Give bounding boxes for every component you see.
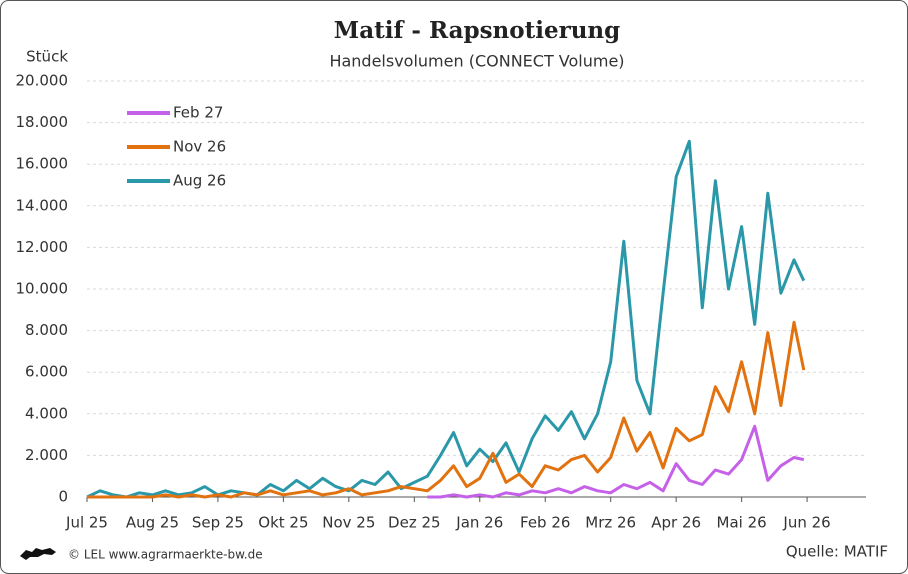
x-tick-label: Aug 25 — [126, 514, 179, 532]
x-tick-label: Apr 26 — [651, 514, 701, 532]
x-tick-label: Okt 25 — [258, 514, 308, 532]
y-tick-label: 2.000 — [25, 446, 68, 464]
y-tick-label: 10.000 — [16, 280, 69, 298]
x-tick-label: Jun 26 — [782, 514, 830, 532]
x-tick-label: Jul 25 — [65, 514, 108, 532]
x-tick-label: Mrz 26 — [585, 514, 636, 532]
data-line — [86, 139, 806, 499]
y-tick-label: 14.000 — [16, 196, 69, 214]
data-line — [87, 320, 806, 499]
y-tick-label: 18.000 — [16, 113, 69, 131]
x-tick-label: Sep 25 — [192, 514, 244, 532]
x-tick-label: Jan 26 — [455, 514, 503, 532]
footer: © LEL www.agrarmaerkte-bw.de — [68, 548, 263, 562]
y-tick-label: 6.000 — [25, 363, 68, 381]
data-line — [427, 424, 805, 499]
y-tick-label: 16.000 — [16, 155, 69, 173]
source: Quelle: MATIF — [786, 543, 888, 561]
chart-title: Matif - Rapsnotierung — [334, 17, 620, 44]
y-axis-label: Stück — [26, 48, 68, 66]
x-tick-label: Dez 25 — [388, 514, 441, 532]
legend-label: Feb 27 — [173, 104, 223, 122]
y-tick-label: 20.000 — [16, 72, 69, 90]
x-tick-label: Feb 26 — [520, 514, 570, 532]
y-tick-label: 12.000 — [16, 238, 69, 256]
y-tick-label: 8.000 — [25, 321, 68, 339]
logo — [20, 548, 56, 560]
chart-subtitle: Handelsvolumen (CONNECT Volume) — [329, 52, 624, 71]
y-tick-label: 4.000 — [25, 404, 68, 422]
legend-label: Nov 26 — [173, 138, 226, 156]
y-tick-label: 0 — [58, 488, 68, 506]
x-tick-label: Mai 26 — [717, 514, 767, 532]
x-tick-label: Nov 25 — [322, 514, 375, 532]
legend-label: Aug 26 — [173, 172, 226, 190]
